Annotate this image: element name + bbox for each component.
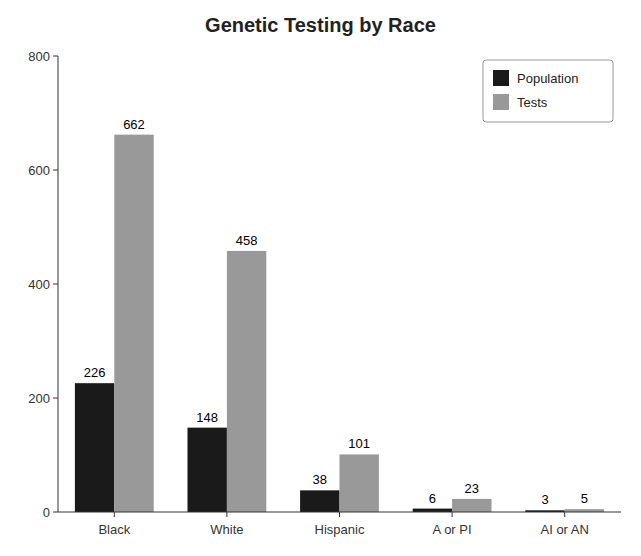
legend-swatch bbox=[493, 70, 509, 86]
data-label: 148 bbox=[196, 410, 218, 425]
data-label: 6 bbox=[429, 491, 436, 506]
bar bbox=[227, 251, 266, 512]
data-label: 38 bbox=[313, 472, 327, 487]
y-tick bbox=[53, 56, 58, 57]
x-tick-label: Black bbox=[98, 522, 130, 537]
bar bbox=[75, 383, 114, 512]
chart: Genetic Testing by Race 226 148 38 6 3 662 458 1… bbox=[0, 0, 641, 556]
y-tick-label: 800 bbox=[28, 49, 50, 64]
y-tick bbox=[53, 398, 58, 399]
y-tick-label: 400 bbox=[28, 277, 50, 292]
y-tick bbox=[53, 284, 58, 285]
bar bbox=[340, 454, 379, 512]
bar bbox=[114, 135, 153, 512]
legend-box bbox=[483, 60, 613, 122]
data-label: 226 bbox=[84, 365, 106, 380]
y-tick-label: 600 bbox=[28, 163, 50, 178]
data-label: 3 bbox=[541, 492, 548, 507]
legend-swatch bbox=[493, 94, 509, 110]
title: Genetic Testing by Race bbox=[205, 14, 436, 36]
x-tick-label: A or PI bbox=[433, 522, 472, 537]
y-tick-label: 0 bbox=[43, 505, 50, 520]
data-label: 101 bbox=[348, 436, 370, 451]
y-tick-label: 200 bbox=[28, 391, 50, 406]
x-tick-label: AI or AN bbox=[540, 522, 588, 537]
x-tick bbox=[339, 512, 340, 517]
legend-label: Tests bbox=[517, 95, 548, 110]
x-tick bbox=[452, 512, 453, 517]
y-tick bbox=[53, 170, 58, 171]
bars bbox=[75, 135, 604, 512]
x-tick-label: White bbox=[210, 522, 243, 537]
x-tick bbox=[564, 512, 565, 517]
data-label: 458 bbox=[236, 233, 258, 248]
data-label: 5 bbox=[581, 491, 588, 506]
bar bbox=[187, 428, 226, 512]
x-tick bbox=[226, 512, 227, 517]
bar bbox=[300, 490, 339, 512]
bar bbox=[413, 509, 452, 512]
legend-label: Population bbox=[517, 71, 578, 86]
x-tick-label: Hispanic bbox=[315, 522, 365, 537]
data-label: 23 bbox=[465, 481, 479, 496]
x-tick bbox=[114, 512, 115, 517]
bar bbox=[452, 499, 491, 512]
data-labels: 226 148 38 6 3 662 458 101 23 5 bbox=[84, 117, 588, 508]
data-label: 662 bbox=[123, 117, 145, 132]
y-tick bbox=[53, 512, 58, 513]
legend: Population Tests bbox=[483, 60, 613, 122]
